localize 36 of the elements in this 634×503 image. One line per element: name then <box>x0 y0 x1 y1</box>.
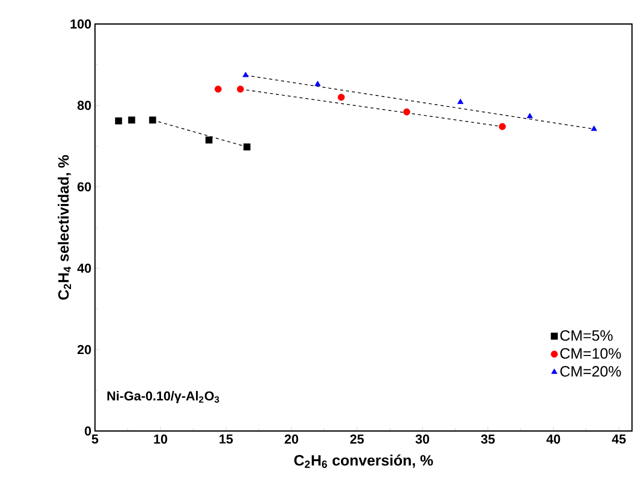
x-tick-label: 15 <box>220 434 233 444</box>
y-tick-label: 0 <box>84 426 91 436</box>
point <box>214 86 222 93</box>
point <box>590 126 598 131</box>
y-tick-label: 100 <box>70 19 91 29</box>
x-tick-label: 25 <box>350 434 364 444</box>
point <box>403 108 410 116</box>
x-tick-label: 40 <box>546 434 560 444</box>
legend-label: CM=5% <box>560 330 613 341</box>
point <box>149 116 156 124</box>
point <box>314 80 321 86</box>
point <box>338 94 345 101</box>
x-axis-title: C$_{2}$H$_{6}$ conversión, % <box>294 454 433 468</box>
y-axis-title: C$_{2}$H$_{4}$ selectividad, % <box>58 155 71 300</box>
point <box>242 72 249 78</box>
x-tick-label: 30 <box>416 434 430 444</box>
point <box>526 112 533 118</box>
point <box>115 117 122 124</box>
y-tick-label: 80 <box>77 100 91 110</box>
y-tick-label: 20 <box>78 345 91 354</box>
annotation: Ni-Ga-0.10/γ-Al$_{2}$O$_{3}$ <box>107 390 220 404</box>
x-tick-label: 20 <box>284 434 298 444</box>
point <box>128 116 136 124</box>
legend-label: CM=20% <box>560 366 621 377</box>
point <box>243 143 250 150</box>
point <box>236 86 244 93</box>
x-tick-label: 45 <box>612 434 626 444</box>
point <box>498 123 506 130</box>
x-tick-label: 5 <box>92 434 98 444</box>
legend-label: CM=10% <box>560 348 621 359</box>
y-tick-label: 60 <box>78 182 91 192</box>
point <box>457 98 464 104</box>
x-tick-label: 35 <box>481 434 495 444</box>
x-tick-label: 10 <box>154 434 168 444</box>
point <box>205 136 212 144</box>
y-tick-label: 40 <box>77 264 91 273</box>
